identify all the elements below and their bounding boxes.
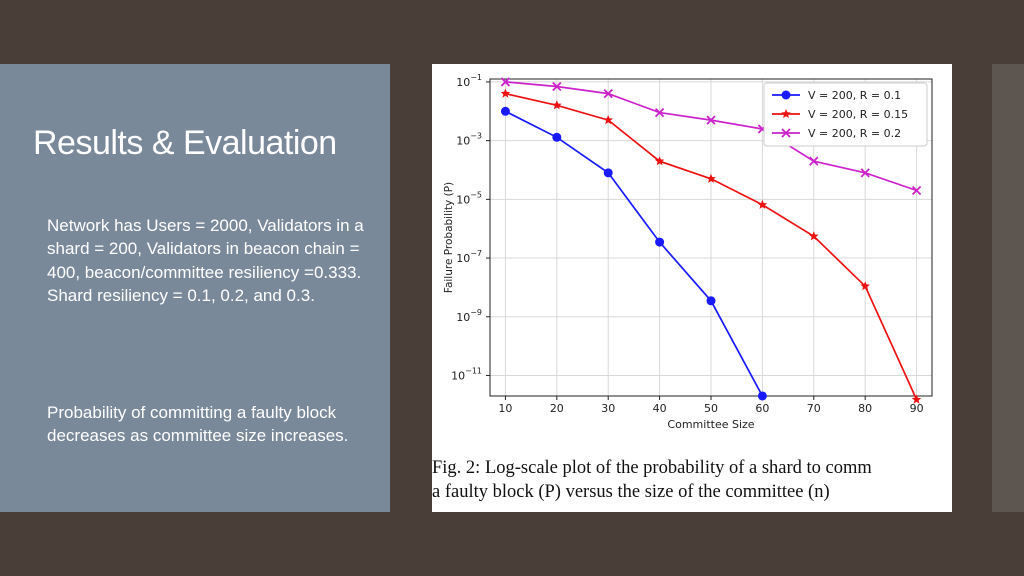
conclusion-text: Probability of committing a faulty block… <box>47 403 349 446</box>
legend-marker <box>781 128 791 138</box>
data-point <box>603 115 613 125</box>
failure-probability-chart: 10 20 30 40 50 60 70 80 90 10−1 10−3 10−5 10−7 10−9 10… <box>443 73 933 431</box>
x-tick-label: 60 <box>755 402 769 415</box>
data-point <box>706 296 716 306</box>
data-point <box>655 237 665 247</box>
legend-entry: V = 200, R = 0.2 <box>808 127 901 140</box>
y-tick-label: 10−9 <box>456 308 482 324</box>
data-point <box>809 156 819 166</box>
data-point <box>911 394 922 404</box>
next-slide-edge <box>992 64 1024 512</box>
x-axis-label: Committee Size <box>667 418 754 431</box>
x-tick-label: 50 <box>704 402 718 415</box>
data-point <box>500 106 510 116</box>
title-panel <box>0 64 390 512</box>
data-point <box>757 199 768 209</box>
x-tick-label: 10 <box>498 402 512 415</box>
y-axis-label: Failure Probability (P) <box>443 182 455 293</box>
figure-image: 10 20 30 40 50 60 70 80 90 10−1 10−3 10−5 10−7 10−9 10… <box>432 64 952 512</box>
series-line <box>505 110 764 397</box>
caption-line-2: a faulty block (P) versus the size of th… <box>432 482 830 502</box>
y-tick-label: 10−11 <box>451 366 482 382</box>
y-tick-label: 10−1 <box>456 73 482 89</box>
legend-marker <box>781 90 791 100</box>
data-point <box>552 132 562 142</box>
x-tick-label: 80 <box>858 402 872 415</box>
data-point <box>706 173 716 183</box>
x-tick-label: 70 <box>807 402 821 415</box>
y-tick-label: 10−7 <box>456 249 482 265</box>
x-tick-label: 30 <box>601 402 615 415</box>
slide-title: Results & Evaluation <box>33 124 337 162</box>
legend-entry: V = 200, R = 0.1 <box>808 89 901 102</box>
data-point <box>911 185 922 196</box>
data-point <box>603 168 613 178</box>
data-point <box>552 100 562 110</box>
x-tick-label: 20 <box>550 402 564 415</box>
data-point <box>706 115 716 125</box>
y-tick-label: 10−3 <box>456 132 482 148</box>
data-point <box>757 391 767 401</box>
data-point <box>603 88 613 99</box>
data-point <box>500 77 511 87</box>
data-point <box>860 168 870 178</box>
caption-line-1: Fig. 2: Log-scale plot of the probabilit… <box>432 458 872 478</box>
legend-entry: V = 200, R = 0.15 <box>808 108 908 121</box>
data-point <box>654 107 665 118</box>
legend-marker <box>781 109 791 118</box>
data-point <box>552 81 562 92</box>
network-parameters-text: Network has Users = 2000, Validators in … <box>47 216 364 305</box>
figure-caption: Fig. 2: Log-scale plot of the probabilit… <box>432 456 952 504</box>
data-point <box>654 156 665 166</box>
data-point <box>500 88 511 98</box>
legend-box <box>763 82 928 147</box>
y-tick-label: 10−5 <box>456 190 482 206</box>
data-point <box>860 281 870 291</box>
x-tick-label: 90 <box>910 402 924 415</box>
data-point <box>809 231 819 241</box>
x-tick-label: 40 <box>653 402 667 415</box>
